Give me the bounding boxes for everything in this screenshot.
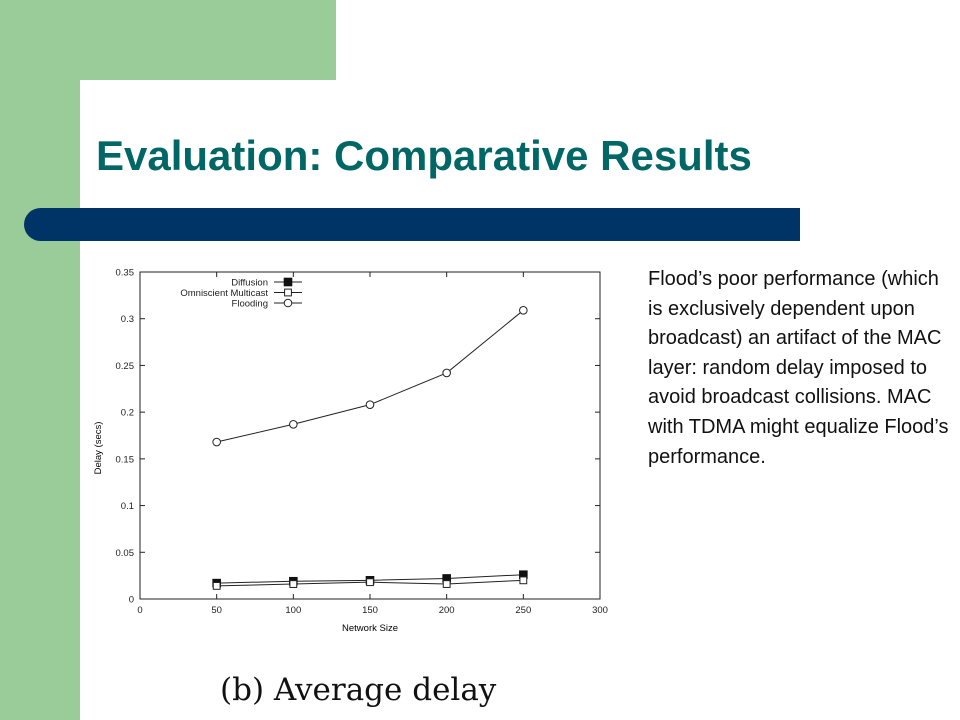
x-tick-label: 150 bbox=[362, 605, 378, 616]
y-tick-label: 0 bbox=[129, 595, 134, 606]
plot-area-frame bbox=[139, 271, 601, 600]
rounded-corner bbox=[80, 80, 170, 170]
x-tick-label: 300 bbox=[592, 605, 608, 616]
legend-label-flooding: Flooding bbox=[232, 298, 268, 309]
x-tick-label: 0 bbox=[137, 605, 142, 616]
slide-title: Evaluation: Comparative Results bbox=[96, 132, 752, 179]
data-point-omniscient-multicast bbox=[289, 580, 298, 588]
data-point-omniscient-multicast bbox=[519, 576, 528, 585]
slide-body-text: Flood’s poor performance (which is exclu… bbox=[648, 268, 949, 468]
y-axis-label: Delay (secs) bbox=[93, 422, 104, 475]
x-axis-label: Network Size bbox=[342, 623, 398, 634]
x-tick-label: 200 bbox=[439, 605, 455, 616]
data-point-flooding bbox=[365, 400, 375, 409]
legend-marker-omniscient-multicast bbox=[284, 288, 292, 297]
legend-label-omniscient-multicast: Omniscient Multicast bbox=[180, 288, 268, 299]
y-tick-label: 0.15 bbox=[116, 454, 135, 465]
y-tick-label: 0.1 bbox=[121, 501, 134, 512]
legend-label-diffusion: Diffusion bbox=[231, 277, 268, 288]
y-tick-label: 0.2 bbox=[121, 408, 134, 419]
data-point-omniscient-multicast bbox=[212, 582, 221, 590]
figure-caption: (b) Average delay bbox=[220, 672, 497, 708]
data-point-flooding bbox=[289, 419, 298, 429]
data-point-flooding bbox=[212, 437, 221, 447]
y-tick-label: 0.05 bbox=[116, 548, 135, 559]
legend-marker-diffusion bbox=[283, 277, 293, 287]
x-tick-label: 100 bbox=[285, 605, 301, 616]
data-point-omniscient-multicast bbox=[366, 578, 374, 587]
y-tick-label: 0.25 bbox=[116, 361, 135, 372]
delay-line-chart: 0 50 100 150 200 250 300 0 0.05 0.1 0.15 0.2 0.25 0.3… bbox=[93, 268, 608, 635]
y-tick-label: 0.35 bbox=[116, 268, 135, 279]
data-point-flooding bbox=[442, 368, 451, 378]
x-tick-label: 250 bbox=[515, 605, 531, 616]
green-accent-left bbox=[0, 0, 80, 720]
legend-marker-flooding bbox=[283, 298, 293, 308]
title-underline-bar bbox=[24, 208, 800, 241]
data-point-omniscient-multicast bbox=[442, 580, 451, 588]
x-tick-label: 50 bbox=[211, 605, 222, 616]
y-tick-label: 0.3 bbox=[121, 314, 134, 325]
series-line-flooding bbox=[216, 309, 524, 443]
data-point-flooding bbox=[519, 306, 528, 315]
